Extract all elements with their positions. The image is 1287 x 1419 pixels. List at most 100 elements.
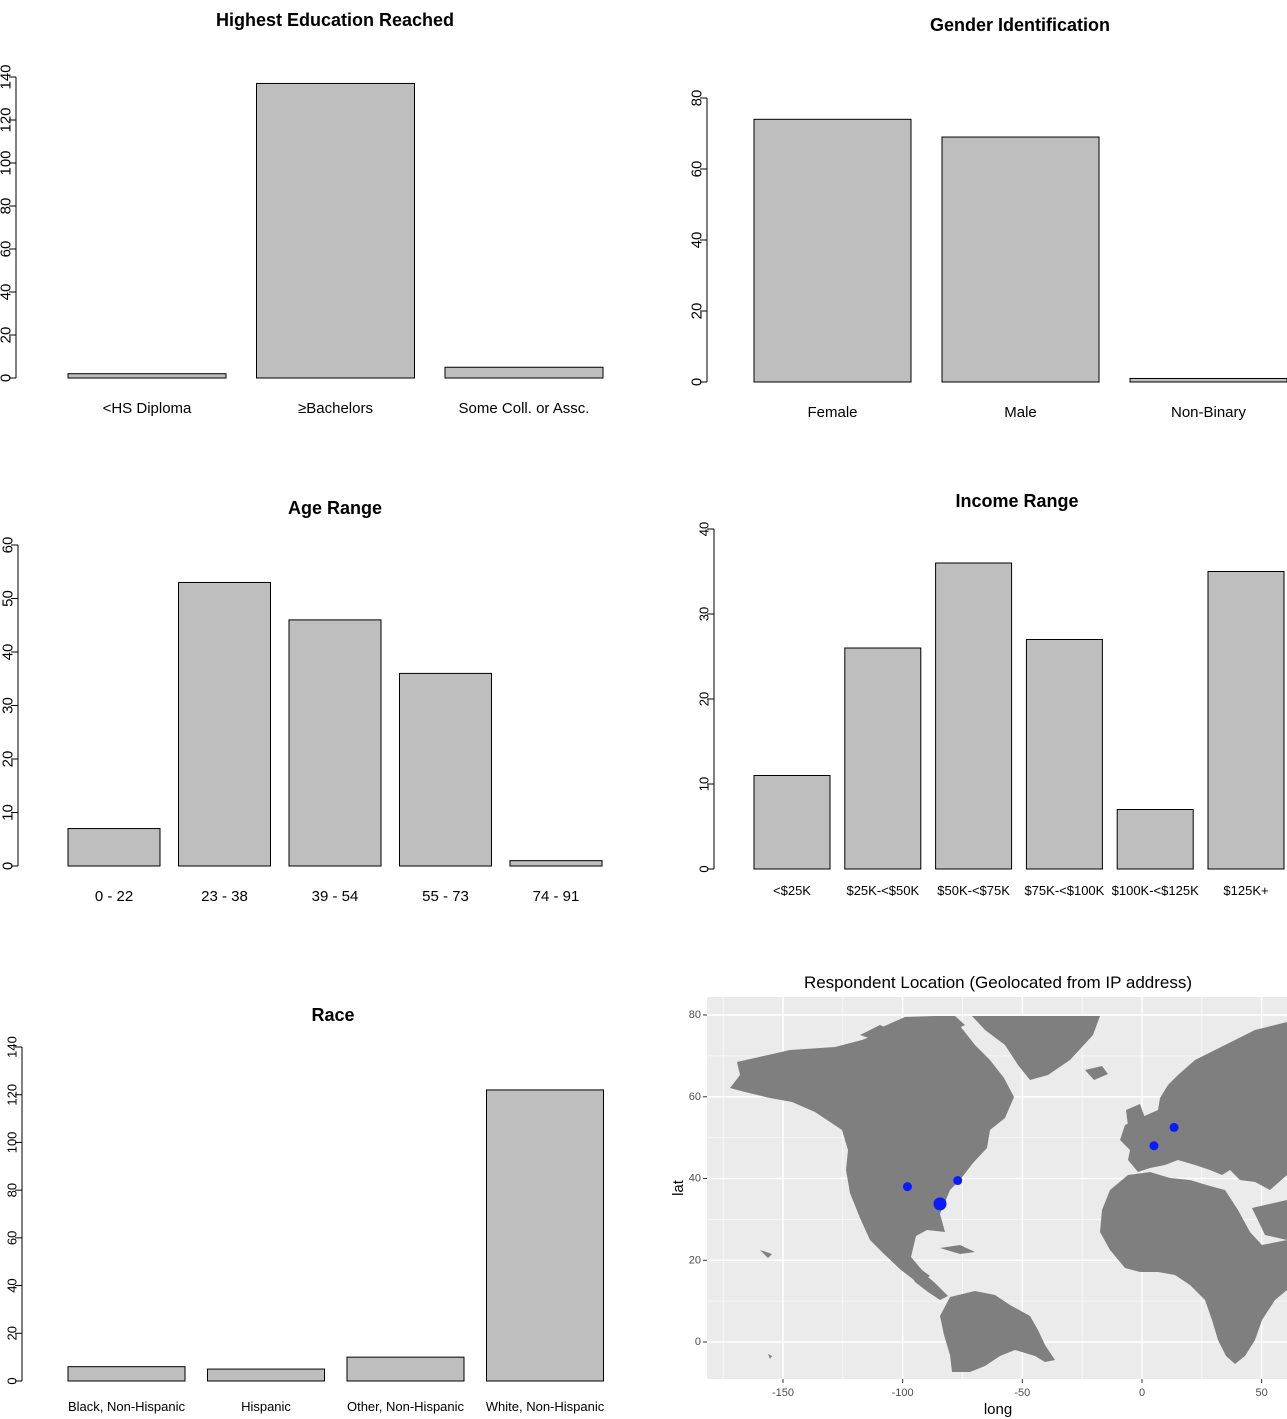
- map-x-tick-label: -50: [1014, 1387, 1030, 1399]
- map-x-tick-label: 0: [1139, 1387, 1145, 1399]
- income-y-tick-label: 20: [697, 692, 712, 706]
- income-bar-1: [844, 647, 922, 870]
- age-y-tick-label: 20: [0, 751, 17, 768]
- location-point-2: [933, 1197, 947, 1211]
- map-points: [902, 1122, 1179, 1211]
- race-y-tick-label: 60: [5, 1231, 20, 1245]
- age-y-tick-label: 40: [0, 644, 17, 661]
- age-category-label: 39 - 54: [312, 888, 359, 905]
- age-y-tick-label: 0: [0, 862, 17, 870]
- age-y-tick-label: 50: [0, 590, 17, 607]
- british-isles-shape: [1126, 1104, 1145, 1128]
- central-america-shape: [905, 1265, 948, 1300]
- race-y-tick-label: 140: [5, 1036, 20, 1058]
- age-bar-1: [178, 581, 271, 867]
- education-bar-1: [256, 82, 415, 379]
- income-bar-3: [1025, 639, 1103, 870]
- age-chart-title: Age Range: [288, 498, 382, 518]
- race-bar-2: [346, 1356, 465, 1382]
- income-bar-2: [935, 562, 1013, 870]
- world-landmass: [730, 1016, 1287, 1372]
- gender-bar-0: [753, 118, 912, 383]
- africa-shape: [1100, 1172, 1287, 1364]
- race-y-tick-label: 0: [5, 1377, 20, 1384]
- gender-y-tick-label: 0: [689, 378, 706, 386]
- race-category-label: White, Non-Hispanic: [486, 1399, 605, 1414]
- gender-category-label: Male: [1004, 404, 1037, 421]
- arctic-island-shape: [860, 1025, 895, 1042]
- race-y-tick-label: 80: [5, 1183, 20, 1197]
- europe-shape: [1120, 1022, 1287, 1190]
- education-bar-2: [444, 366, 604, 379]
- race-bar-chart: 0 20 40 60 80 100 120 140 Black, Non-Hispanic His…: [5, 1036, 605, 1414]
- gender-category-label: Non-Binary: [1171, 404, 1247, 421]
- small-island-shape: [768, 1354, 772, 1359]
- education-category-label: <HS Diploma: [103, 400, 192, 417]
- income-category-label: $50K-<$75K: [937, 883, 1010, 898]
- map-axis-ticks: -150 -100 -50 0 50 0 20 40 60 80: [689, 1009, 1268, 1399]
- education-y-tick-label: 140: [0, 64, 15, 89]
- income-chart-title: Income Range: [955, 491, 1078, 511]
- income-bar-5: [1207, 571, 1285, 870]
- education-y-tick-label: 40: [0, 284, 15, 301]
- arctic-islands-shape: [880, 1016, 965, 1040]
- race-bar-1: [207, 1368, 325, 1382]
- education-y-tick-label: 60: [0, 241, 15, 258]
- education-y-tick-label: 80: [0, 198, 15, 215]
- education-bar-0: [67, 373, 227, 379]
- education-y-tick-label: 0: [0, 374, 15, 382]
- race-chart-title: Race: [311, 1005, 354, 1025]
- gender-y-tick-label: 80: [689, 90, 706, 107]
- income-y-tick-label: 0: [697, 865, 712, 872]
- location-map-chart: -150 -100 -50 0 50 0 20 40 60 80: [689, 997, 1287, 1399]
- education-category-label: Some Coll. or Assc.: [459, 400, 590, 417]
- race-category-label: Black, Non-Hispanic: [68, 1399, 186, 1414]
- iceland-shape: [1085, 1066, 1108, 1080]
- income-category-label: $125K+: [1223, 883, 1268, 898]
- location-point-3: [1149, 1141, 1159, 1151]
- map-y-tick-label: 40: [689, 1173, 701, 1185]
- map-y-tick-label: 80: [689, 1009, 701, 1021]
- education-chart-title: Highest Education Reached: [216, 10, 454, 30]
- hawaii-islands-shape: [760, 1250, 772, 1258]
- map-x-tick-label: -150: [772, 1387, 794, 1399]
- cuba-shape: [940, 1245, 975, 1254]
- race-category-label: Other, Non-Hispanic: [347, 1399, 465, 1414]
- race-category-label: Hispanic: [241, 1399, 291, 1414]
- location-point-4: [1169, 1122, 1179, 1132]
- greenland-shape: [972, 1016, 1100, 1080]
- gender-y-tick-label: 60: [689, 161, 706, 178]
- education-bar-chart: 0 20 40 60 80 100 120 140 <HS Diploma ≥Bachelors S…: [0, 64, 604, 417]
- map-y-tick-label: 20: [689, 1254, 701, 1266]
- income-y-tick-label: 40: [697, 522, 712, 536]
- race-y-tick-label: 20: [5, 1326, 20, 1340]
- gender-bar-chart: 0 20 40 60 80 Female Male Non-Binary: [689, 90, 1287, 421]
- income-category-label: $100K-<$125K: [1112, 883, 1199, 898]
- income-category-label: $75K-<$100K: [1024, 883, 1104, 898]
- location-chart-title: Respondent Location (Geolocated from IP …: [804, 973, 1192, 992]
- age-y-tick-label: 60: [0, 537, 17, 554]
- age-category-label: 0 - 22: [95, 888, 133, 905]
- location-point-0: [902, 1182, 912, 1192]
- gender-y-tick-label: 20: [689, 303, 706, 320]
- arabia-shape: [1252, 1200, 1287, 1240]
- age-bar-4: [509, 860, 603, 867]
- income-y-tick-label: 30: [697, 607, 712, 621]
- race-y-tick-label: 100: [5, 1132, 20, 1154]
- income-y-tick-label: 10: [697, 777, 712, 791]
- map-x-tick-label: -100: [892, 1387, 914, 1399]
- age-category-label: 74 - 91: [533, 888, 580, 905]
- south-america-shape: [940, 1291, 1055, 1372]
- map-x-tick-label: 50: [1256, 1387, 1268, 1399]
- gender-category-label: Female: [807, 404, 857, 421]
- north-america-shape: [730, 1020, 1014, 1283]
- income-bar-chart: 0 10 20 30 40 <$25K $25K-<$50K $50K-<$75K $75K-<…: [697, 522, 1285, 898]
- race-y-tick-label: 120: [5, 1084, 20, 1106]
- age-y-tick-label: 10: [0, 804, 17, 821]
- gender-bar-2: [1129, 377, 1287, 383]
- income-bar-0: [753, 775, 831, 870]
- map-y-tick-label: 60: [689, 1091, 701, 1103]
- race-y-tick-label: 40: [5, 1278, 20, 1292]
- location-x-axis-title: long: [984, 1401, 1012, 1418]
